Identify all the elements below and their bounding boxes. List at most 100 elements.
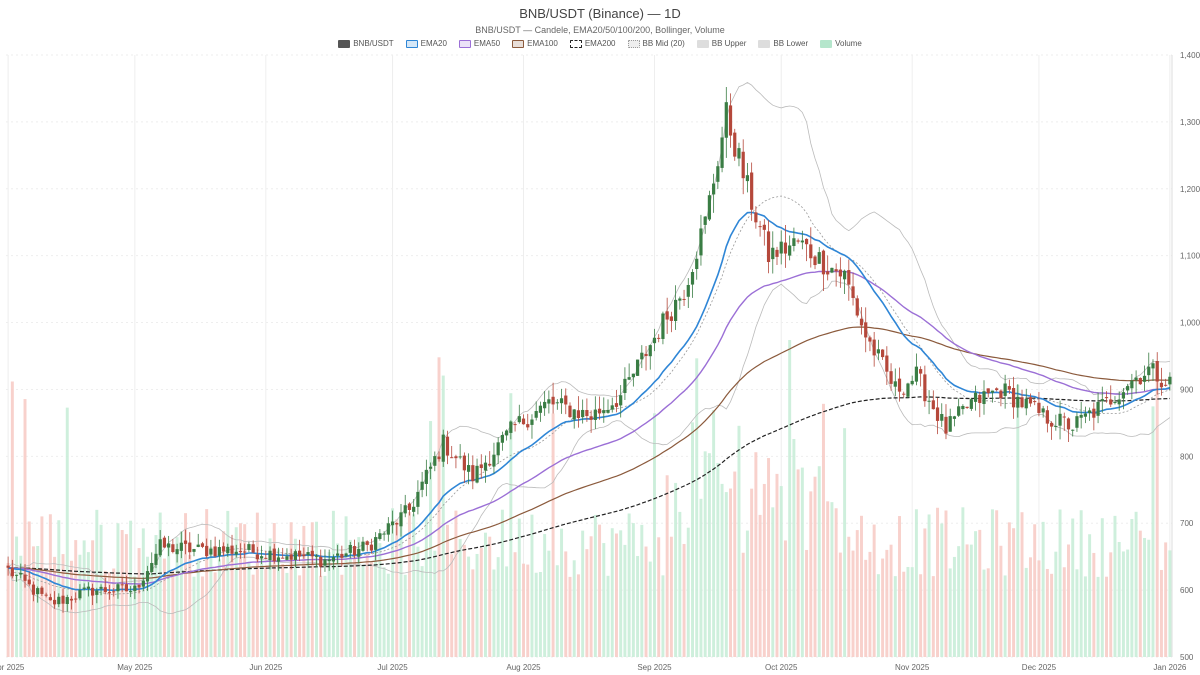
- candle-body: [1138, 378, 1142, 385]
- candle-body: [82, 587, 86, 589]
- volume-bar: [665, 475, 669, 657]
- candle-body: [842, 270, 847, 280]
- volume-bar: [522, 563, 525, 657]
- volume-bar: [703, 451, 707, 657]
- volume-bar: [484, 532, 487, 657]
- legend-item[interactable]: EMA200: [569, 39, 616, 48]
- legend-label: BNB/USDT: [353, 39, 394, 48]
- candle-body: [1071, 429, 1075, 431]
- candle-body: [167, 543, 171, 548]
- legend-swatch: [338, 39, 351, 48]
- candle-body: [914, 366, 919, 382]
- candle-body: [559, 398, 564, 404]
- volume-bar: [585, 549, 589, 657]
- candle-body: [36, 588, 40, 595]
- candle-body: [720, 137, 724, 168]
- candle-body: [686, 284, 690, 297]
- legend-item[interactable]: BB Mid (20): [627, 39, 685, 48]
- volume-bar: [564, 551, 568, 657]
- candle-body: [179, 542, 183, 551]
- volume-bar: [1096, 576, 1100, 657]
- candle-body: [1164, 384, 1168, 386]
- volume-bar: [272, 523, 276, 657]
- volume-bar: [1126, 549, 1130, 657]
- volume-bar: [179, 531, 183, 657]
- legend-item[interactable]: BNB/USDT: [338, 39, 394, 48]
- volume-bar: [462, 544, 466, 657]
- candle-body: [716, 166, 720, 182]
- volume-bar: [281, 563, 285, 657]
- candle-body: [40, 587, 44, 594]
- candle-body: [327, 559, 331, 562]
- volume-bar: [538, 571, 542, 657]
- legend-item[interactable]: Volume: [820, 39, 862, 48]
- candle-body: [1130, 380, 1134, 389]
- volume-bar: [6, 563, 10, 657]
- candle-body: [310, 550, 314, 557]
- volume-bar: [124, 534, 128, 657]
- volume-bar: [357, 537, 361, 657]
- volume-bar: [716, 462, 720, 657]
- volume-bar: [86, 552, 90, 657]
- volume-bar: [1151, 406, 1155, 657]
- legend-item[interactable]: BB Lower: [758, 39, 808, 48]
- candle-body: [319, 556, 323, 567]
- volume-bar: [120, 530, 124, 657]
- candle-body: [331, 557, 336, 562]
- candle-body: [762, 224, 766, 230]
- volume-bar: [1138, 530, 1142, 657]
- volume-bar: [15, 536, 19, 657]
- volume-bar: [678, 511, 682, 657]
- x-tick-label: Jul 2025: [377, 663, 408, 672]
- legend-item[interactable]: EMA50: [458, 39, 500, 48]
- volume-bar: [420, 566, 424, 657]
- candle-body: [145, 571, 150, 582]
- legend-swatch: [696, 39, 709, 48]
- volume-bar: [762, 483, 766, 657]
- volume-bar: [412, 514, 416, 657]
- candle-body: [209, 548, 213, 555]
- candle-body: [27, 579, 31, 585]
- volume-bar: [1168, 550, 1172, 657]
- legend-item[interactable]: BB Upper: [696, 39, 746, 48]
- volume-bar: [881, 558, 885, 657]
- legend-item[interactable]: EMA100: [512, 39, 558, 48]
- candle-body: [678, 298, 682, 301]
- candle-body: [766, 231, 771, 263]
- candle-body: [386, 523, 390, 535]
- candle-body: [623, 378, 627, 394]
- legend-item[interactable]: EMA20: [405, 39, 447, 48]
- volume-bar: [255, 512, 259, 657]
- volume-bar: [902, 571, 906, 657]
- candle-body: [690, 272, 695, 285]
- candle-body: [217, 547, 221, 556]
- candle-body: [272, 548, 276, 562]
- candle-body: [576, 410, 581, 419]
- volume-bar: [619, 530, 623, 657]
- legend-label: Volume: [835, 39, 862, 48]
- candle-body: [31, 584, 36, 595]
- candle-body: [885, 355, 889, 372]
- candle-body: [336, 553, 340, 556]
- volume-bar: [1024, 567, 1028, 657]
- candle-body: [437, 456, 441, 460]
- candle-body: [737, 148, 741, 159]
- candle-body: [365, 541, 369, 545]
- volume-bar: [669, 536, 673, 657]
- candle-body: [369, 544, 374, 551]
- volume-bar: [691, 422, 694, 657]
- candle-body: [171, 544, 175, 553]
- volume-bar: [1083, 576, 1087, 657]
- candle-body: [902, 393, 906, 395]
- candle-body: [614, 403, 619, 407]
- candle-body: [298, 550, 302, 557]
- volume-bar: [479, 547, 483, 657]
- volume-bar: [1159, 569, 1163, 657]
- volume-bar: [1134, 511, 1138, 657]
- candle-body: [661, 313, 665, 339]
- volume-bar: [653, 413, 656, 657]
- y-tick-label: 1,300: [1180, 118, 1200, 127]
- candle-body: [1109, 399, 1113, 405]
- candle-body: [255, 554, 259, 560]
- candle-body: [226, 546, 230, 554]
